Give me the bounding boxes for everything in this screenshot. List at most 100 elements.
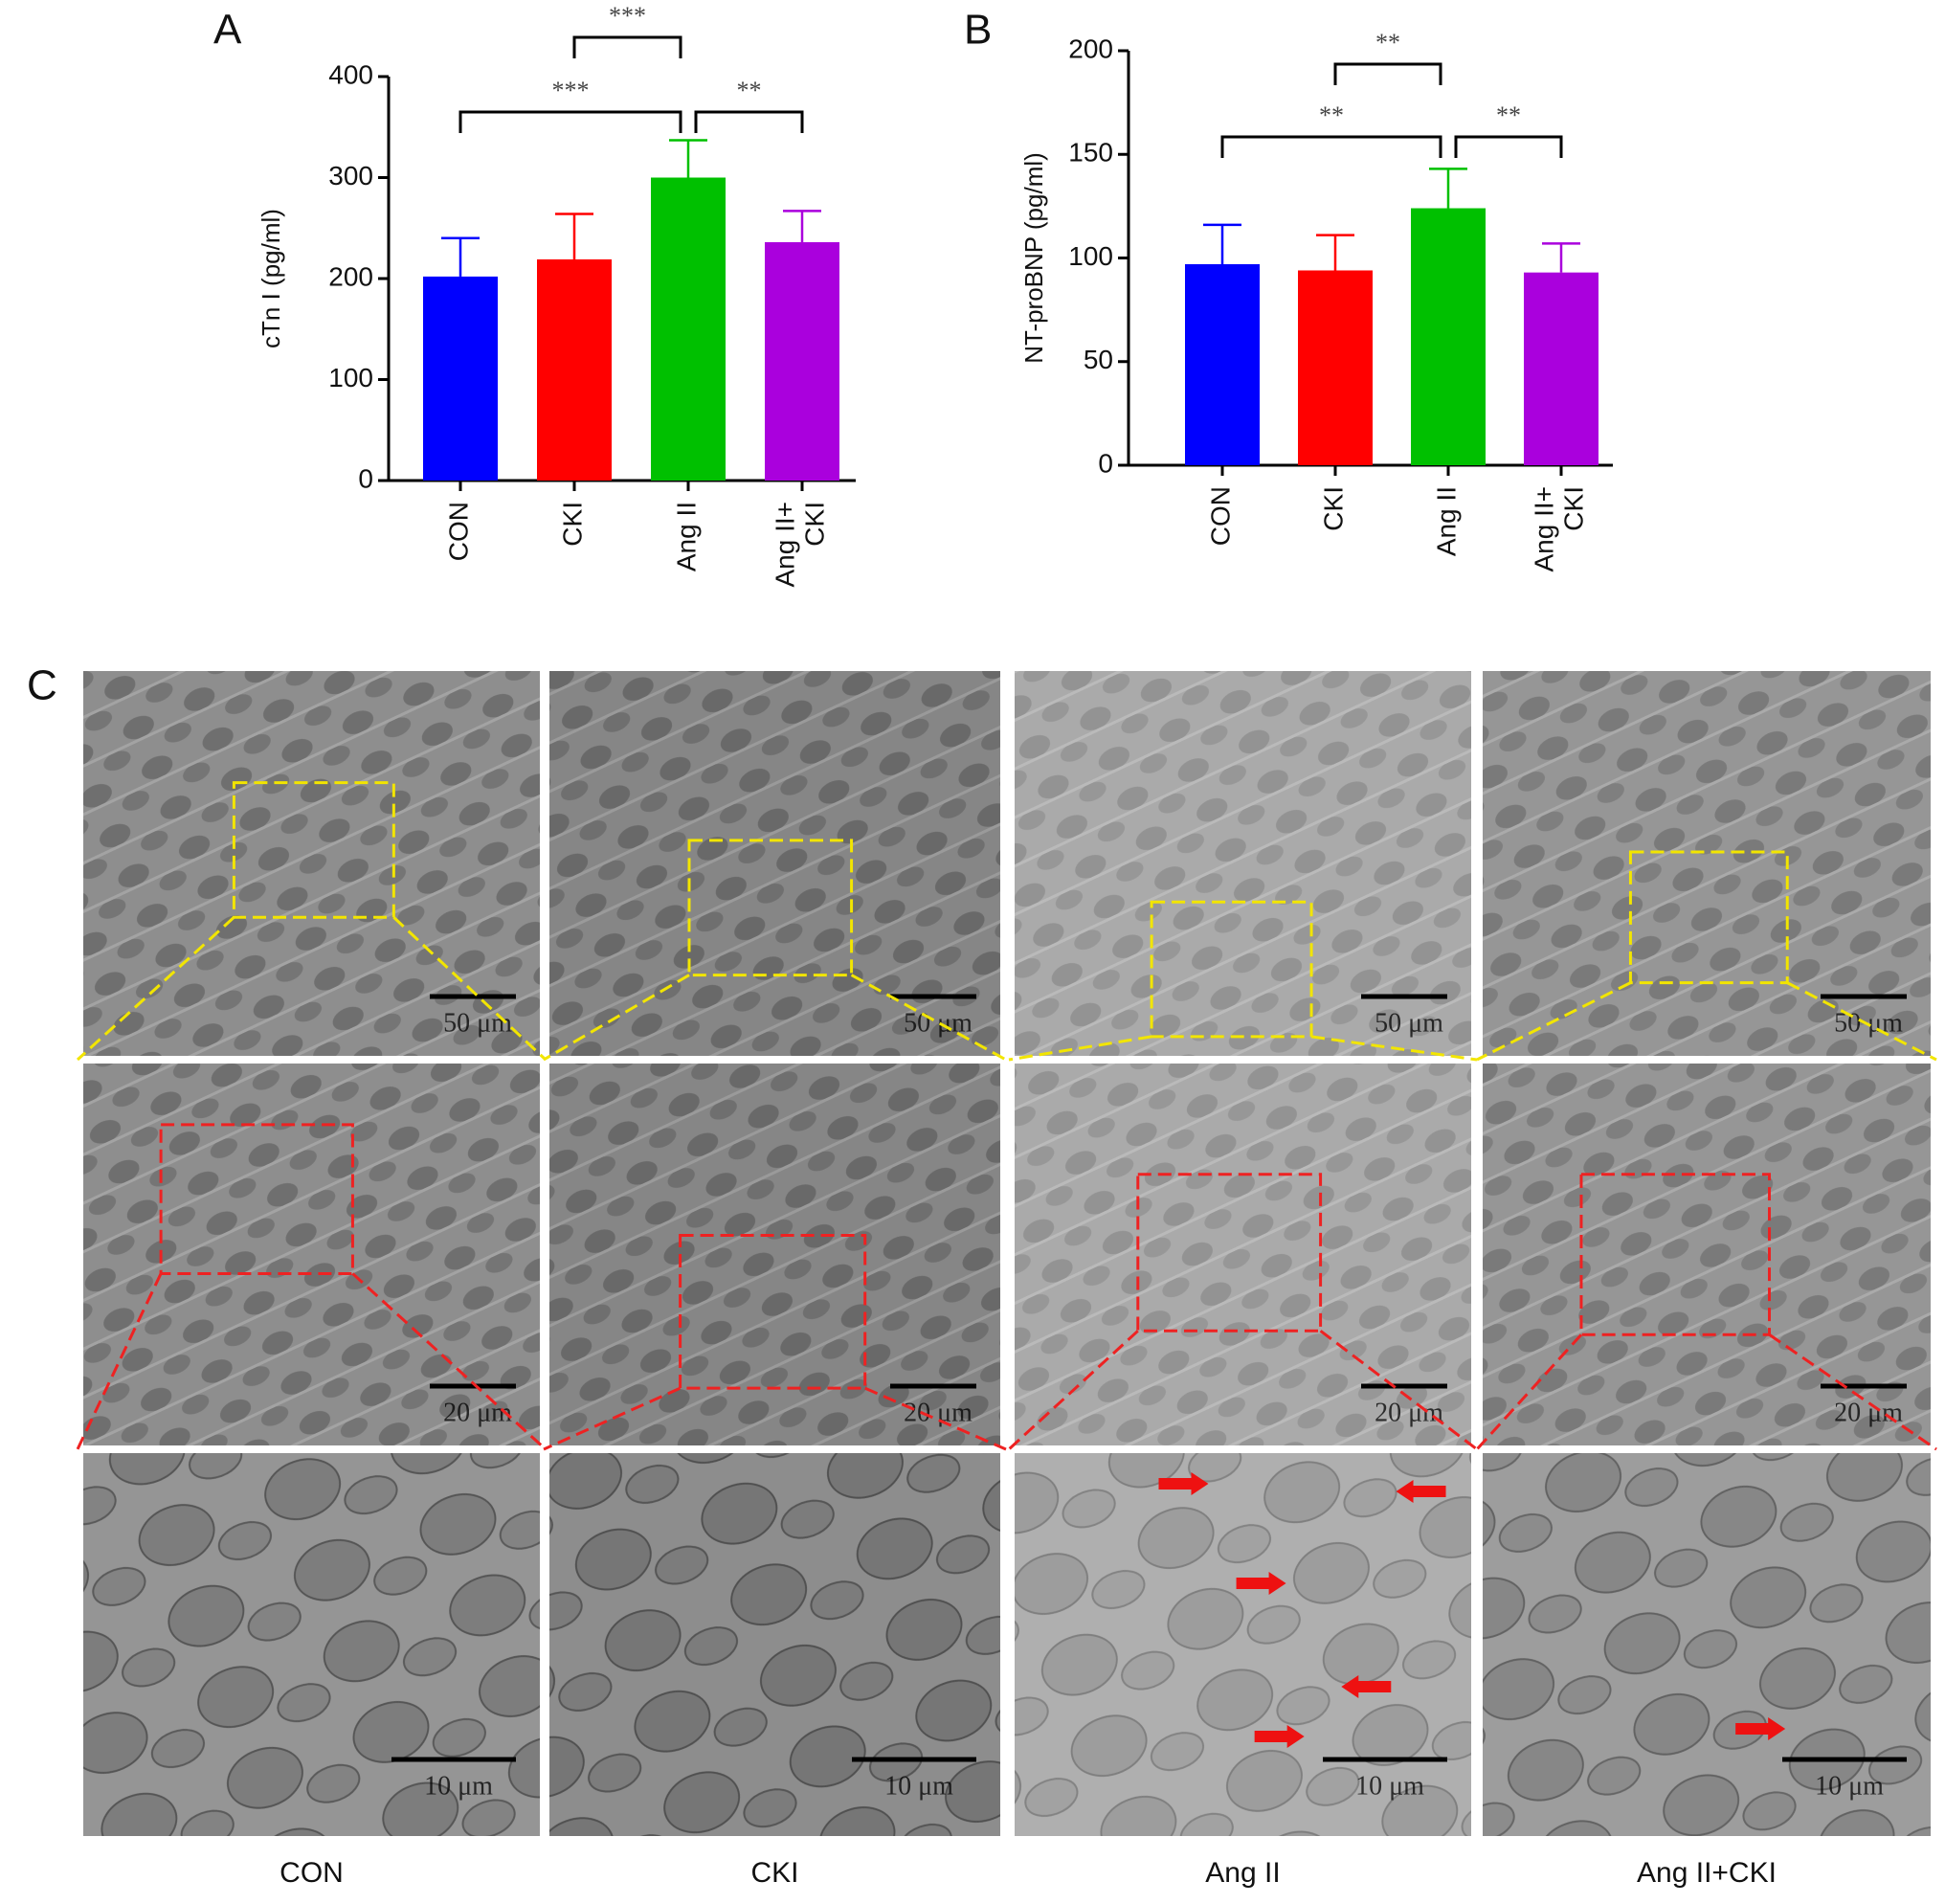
bar xyxy=(1411,208,1486,466)
arrow xyxy=(1158,1472,1209,1495)
significance-bracket xyxy=(694,110,804,133)
panel-label: A xyxy=(213,7,242,54)
arrow xyxy=(1236,1572,1286,1595)
bar xyxy=(651,177,726,481)
significance-label: *** xyxy=(609,2,646,30)
zoom-box xyxy=(232,781,395,919)
micrograph xyxy=(1483,1064,1931,1445)
significance-bracket xyxy=(1454,135,1563,158)
zoom-connector xyxy=(1475,1333,1583,1451)
micrograph-tone xyxy=(549,1453,1000,1836)
micrograph-tone xyxy=(1015,1064,1471,1445)
y-tick-label: 100 xyxy=(328,363,373,392)
significance-label: ** xyxy=(1319,101,1344,129)
zoom-box xyxy=(1150,900,1313,1039)
y-tick-label: 150 xyxy=(1068,138,1113,168)
micrograph xyxy=(1015,671,1471,1056)
arrow xyxy=(1735,1717,1786,1740)
scale-bar-label: 50 μm xyxy=(443,1008,512,1038)
micrograph xyxy=(1483,1453,1931,1836)
significance-label: ** xyxy=(737,77,762,104)
x-tick-label: Ang II+CKI xyxy=(1530,486,1589,572)
zoom-connector xyxy=(1319,1330,1478,1451)
significance-bracket xyxy=(458,110,682,133)
y-tick-label: 100 xyxy=(1068,241,1113,271)
arrow xyxy=(1341,1675,1392,1698)
zoom-connector xyxy=(1310,1035,1478,1062)
zoom-box xyxy=(1628,850,1789,985)
significance-bracket xyxy=(1220,135,1442,158)
panel-label: C xyxy=(27,662,57,709)
zoom-connector xyxy=(864,1386,1007,1451)
y-axis-label: NT-proBNP (pg/ml) xyxy=(1019,152,1048,364)
x-tick-label: CON xyxy=(443,502,473,561)
zoom-connector xyxy=(351,1272,548,1451)
significance-bracket xyxy=(572,35,682,58)
scale-bar-label: 20 μm xyxy=(1375,1398,1443,1427)
scale-bar-label: 50 μm xyxy=(904,1008,972,1038)
zoom-box xyxy=(159,1123,354,1275)
significance-label: ** xyxy=(1375,29,1400,56)
bar xyxy=(1524,272,1598,465)
zoom-connector xyxy=(1008,1035,1152,1062)
zoom-connector xyxy=(543,974,690,1062)
micrograph xyxy=(83,1064,540,1445)
column-label: CON xyxy=(279,1857,344,1889)
zoom-connector xyxy=(1786,981,1937,1062)
micrograph-tone xyxy=(1483,1064,1931,1445)
zoom-connector xyxy=(392,916,548,1062)
micrograph xyxy=(83,671,540,1056)
scale-bar-label: 10 μm xyxy=(884,1771,953,1801)
x-tick-label: CKI xyxy=(1318,486,1348,531)
zoom-box xyxy=(687,839,854,977)
micrograph-tone xyxy=(1483,671,1931,1056)
significance-label: ** xyxy=(1496,101,1521,129)
arrow xyxy=(1254,1725,1305,1748)
x-tick-label: Ang II xyxy=(671,502,701,571)
zoom-connector xyxy=(1007,1330,1139,1451)
y-tick-label: 0 xyxy=(1098,448,1113,478)
scale-bar-label: 10 μm xyxy=(424,1771,493,1801)
micrograph-tone xyxy=(1015,671,1471,1056)
x-tick-label: Ang II+CKI xyxy=(771,502,830,588)
bar xyxy=(1185,263,1260,465)
zoom-connector xyxy=(543,1386,682,1451)
zoom-connector xyxy=(850,974,1007,1062)
zoom-box xyxy=(1136,1173,1323,1333)
micrograph-tone xyxy=(1015,1453,1471,1836)
arrow xyxy=(1396,1480,1446,1503)
scale-bar-label: 20 μm xyxy=(443,1398,512,1427)
zoom-box xyxy=(1579,1173,1772,1336)
x-tick-label: Ang II xyxy=(1431,486,1461,556)
y-tick-label: 0 xyxy=(358,463,373,493)
y-tick-label: 400 xyxy=(328,59,373,89)
zoom-connector xyxy=(76,1272,163,1450)
y-axis-label: cTn I (pg/ml) xyxy=(257,209,285,348)
column-label: CKI xyxy=(750,1857,798,1889)
micrograph-tone xyxy=(1483,1453,1931,1836)
y-tick-label: 200 xyxy=(328,261,373,291)
micrograph xyxy=(83,1453,540,1836)
column-label: Ang II+CKI xyxy=(1637,1857,1777,1889)
zoom-box xyxy=(679,1234,867,1390)
micrograph-tone xyxy=(549,1064,1000,1445)
scale-bar-label: 20 μm xyxy=(904,1398,972,1427)
bar xyxy=(537,258,612,481)
significance-label: *** xyxy=(552,77,590,104)
micrograph xyxy=(549,1064,1000,1445)
y-tick-label: 300 xyxy=(328,161,373,190)
micrograph xyxy=(549,671,1000,1056)
micrograph xyxy=(1483,671,1931,1056)
x-tick-label: CKI xyxy=(557,502,587,547)
micrograph xyxy=(1015,1453,1471,1836)
panel-label: B xyxy=(964,7,992,54)
bar xyxy=(423,276,498,481)
micrograph xyxy=(1015,1064,1471,1445)
micrograph xyxy=(549,1453,1000,1836)
column-label: Ang II xyxy=(1205,1857,1280,1889)
zoom-connector xyxy=(76,916,235,1062)
zoom-connector xyxy=(1476,981,1632,1062)
x-tick-label: CON xyxy=(1205,486,1235,546)
bar xyxy=(1298,270,1373,465)
